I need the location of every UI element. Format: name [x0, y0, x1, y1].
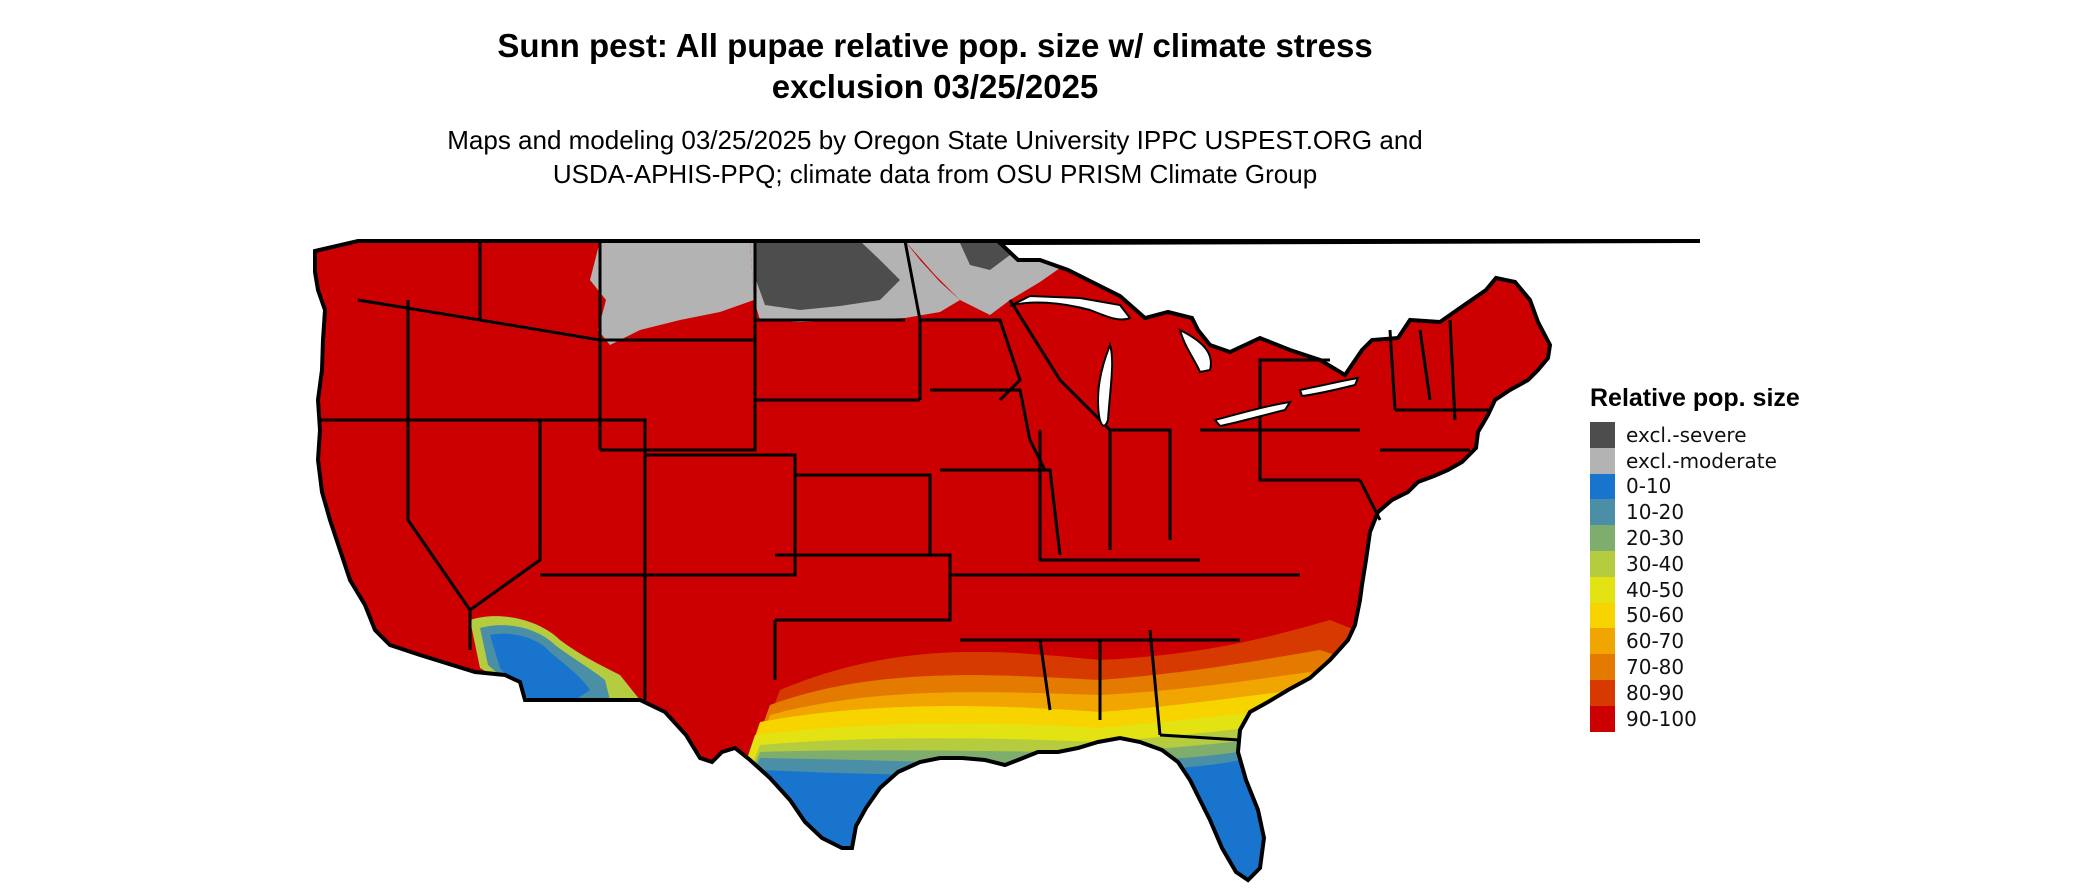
legend-item: 40-50 — [1590, 576, 1800, 603]
legend-item: 80-90 — [1590, 679, 1800, 706]
legend-label: 70-80 — [1626, 655, 1685, 680]
legend-swatch — [1590, 473, 1615, 500]
legend-label: 0-10 — [1626, 474, 1672, 499]
map-subtitle-line1: Maps and modeling 03/25/2025 by Oregon S… — [447, 125, 1423, 155]
legend-label: excl.-severe — [1626, 422, 1747, 447]
legend-label: excl.-moderate — [1626, 448, 1777, 473]
legend-label: 30-40 — [1626, 551, 1685, 576]
legend-title: Relative pop. size — [1590, 384, 1800, 412]
map-legend: Relative pop. size excl.-severe excl.-mod… — [1590, 382, 1800, 732]
legend-item: 10-20 — [1590, 499, 1800, 526]
legend-label: 10-20 — [1626, 500, 1685, 525]
legend-swatch — [1590, 679, 1615, 706]
legend-swatch — [1590, 550, 1615, 577]
legend-label: 40-50 — [1626, 577, 1685, 602]
legend-items: excl.-severe excl.-moderate 0-10 10-20 20-30… — [1590, 422, 1800, 732]
map-title-line1: Sunn pest: All pupae relative pop. size … — [497, 27, 1373, 64]
legend-swatch — [1590, 525, 1615, 551]
legend-swatch — [1590, 499, 1615, 526]
legend-label: 20-30 — [1626, 526, 1685, 551]
legend-swatch — [1590, 705, 1615, 732]
legend-swatch — [1590, 602, 1615, 629]
legend-item: excl.-severe — [1590, 422, 1800, 448]
legend-item: 30-40 — [1590, 550, 1800, 577]
legend-item: 90-100 — [1590, 705, 1800, 732]
map-title-line2: exclusion 03/25/2025 — [771, 68, 1099, 105]
legend-swatch — [1590, 422, 1615, 448]
legend-label: 60-70 — [1626, 629, 1685, 654]
legend-label: 50-60 — [1626, 603, 1685, 628]
legend-swatch — [1590, 576, 1615, 603]
legend-swatch — [1590, 654, 1615, 680]
legend-label: 80-90 — [1626, 680, 1685, 705]
legend-item: 20-30 — [1590, 525, 1800, 551]
legend-label: 90-100 — [1626, 706, 1697, 731]
legend-item: 50-60 — [1590, 602, 1800, 629]
legend-swatch — [1590, 447, 1615, 474]
legend-item: 60-70 — [1590, 628, 1800, 655]
legend-item: excl.-moderate — [1590, 447, 1800, 474]
legend-item: 0-10 — [1590, 473, 1800, 500]
map-subtitle-line2: USDA-APHIS-PPQ; climate data from OSU PR… — [552, 159, 1318, 189]
legend-swatch — [1590, 628, 1615, 655]
legend-item: 70-80 — [1590, 654, 1800, 680]
